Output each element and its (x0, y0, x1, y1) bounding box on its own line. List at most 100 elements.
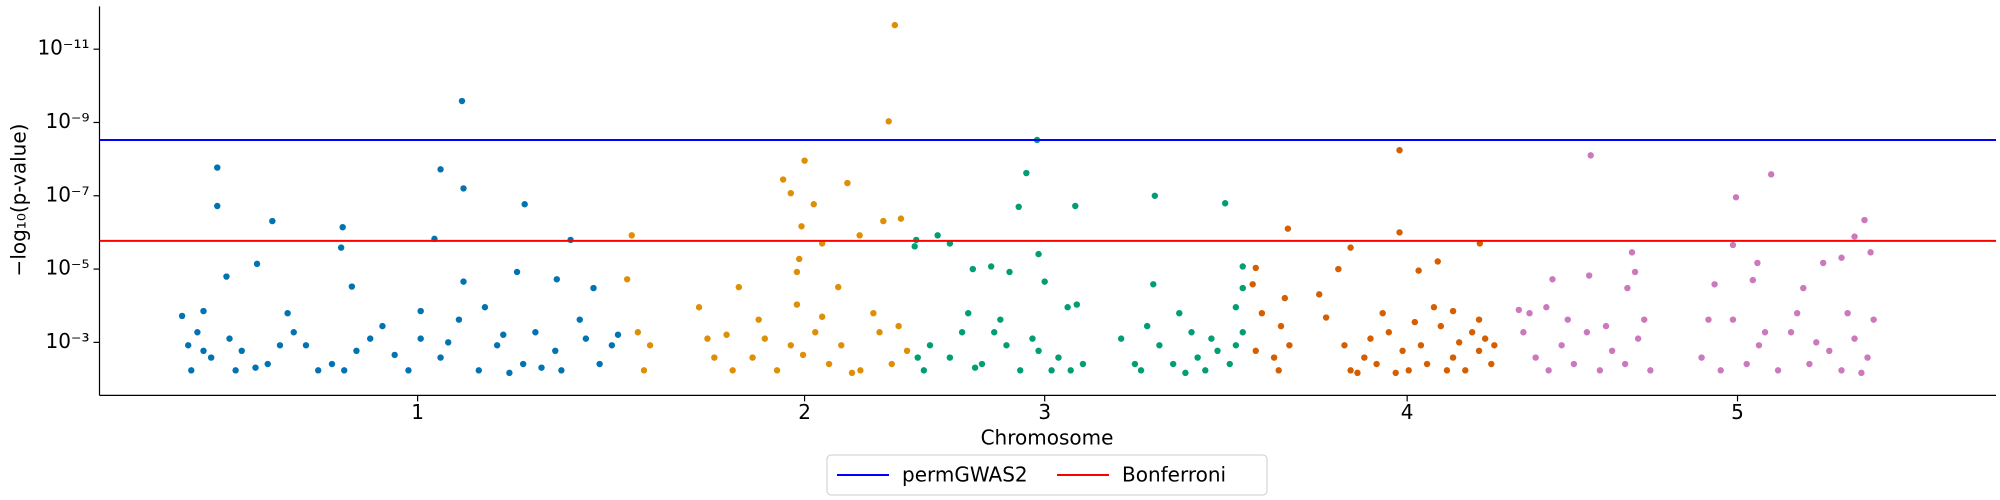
data-point (1221, 200, 1229, 207)
data-point (1870, 316, 1877, 323)
data-point (1437, 322, 1445, 330)
legend-box (826, 454, 1268, 496)
data-point (445, 339, 452, 346)
data-point (493, 342, 501, 349)
data-point (1239, 329, 1246, 336)
data-point (1729, 316, 1737, 323)
data-point (1286, 342, 1293, 349)
data-point (1417, 342, 1425, 349)
data-point (1631, 268, 1639, 276)
data-point (1698, 354, 1705, 361)
data-point (818, 313, 826, 320)
data-point (460, 185, 467, 192)
data-point (1806, 360, 1813, 368)
data-point (315, 367, 322, 374)
y-tick-label: 10⁻⁵ (45, 256, 89, 280)
data-point (1729, 241, 1737, 249)
data-point (253, 260, 261, 268)
data-point (1373, 360, 1380, 368)
data-point (880, 217, 887, 225)
data-point (194, 329, 201, 336)
data-point (284, 309, 291, 317)
data-point (1067, 367, 1074, 374)
data-point (787, 342, 795, 349)
data-point (1602, 322, 1610, 330)
data-point (1851, 335, 1858, 342)
data-point (1064, 304, 1071, 311)
data-point (926, 342, 934, 349)
data-point (214, 202, 221, 210)
data-point (1341, 342, 1348, 349)
data-point (1844, 309, 1851, 317)
data-point (519, 360, 527, 368)
data-point (1462, 367, 1469, 374)
data-point (1488, 360, 1495, 368)
data-point (711, 354, 718, 361)
data-point (1156, 342, 1163, 349)
data-point (1035, 347, 1042, 355)
data-point (920, 367, 928, 374)
data-point (200, 347, 207, 355)
data-point (1169, 360, 1177, 368)
data-point (1423, 360, 1431, 368)
data-point (1430, 304, 1438, 311)
data-point (1415, 267, 1422, 274)
data-point (1277, 322, 1285, 330)
data-point (417, 335, 424, 342)
data-point (458, 97, 466, 105)
data-point (405, 367, 412, 374)
data-point (1275, 367, 1282, 374)
data-point (337, 244, 345, 251)
data-point (1761, 329, 1769, 336)
data-point (188, 367, 195, 374)
data-point (1434, 258, 1441, 265)
data-point (755, 316, 762, 323)
data-point (1367, 335, 1374, 342)
data-point (848, 369, 856, 377)
data-point (1117, 335, 1125, 342)
data-point (991, 329, 998, 336)
data-point (857, 367, 864, 374)
data-point (946, 354, 954, 361)
data-point (1249, 281, 1256, 288)
data-point (729, 367, 736, 374)
data-point (885, 118, 892, 125)
data-point (1621, 360, 1629, 368)
legend-label: Bonferroni (1122, 463, 1226, 487)
data-point (1270, 354, 1278, 361)
x-tick-label: 1 (411, 400, 424, 424)
data-point (1564, 316, 1571, 323)
data-point (1072, 202, 1079, 210)
data-point (971, 364, 979, 371)
data-point (481, 304, 489, 311)
data-point (1624, 284, 1631, 292)
data-point (437, 354, 444, 361)
data-point (987, 263, 995, 270)
data-point (1137, 367, 1145, 374)
data-point (1284, 225, 1292, 232)
data-point (1361, 354, 1368, 361)
data-point (1354, 369, 1361, 377)
data-point (844, 179, 851, 187)
data-point (1475, 347, 1483, 355)
data-point (532, 329, 539, 336)
data-point (891, 21, 899, 29)
data-point (1214, 347, 1221, 355)
data-point (1558, 342, 1565, 349)
data-point (1347, 367, 1354, 374)
data-point (391, 351, 398, 359)
data-point (1455, 339, 1463, 346)
data-point (1281, 294, 1289, 302)
data-point (1239, 284, 1246, 292)
data-point (787, 189, 795, 197)
data-point (1749, 276, 1757, 284)
data-point (723, 331, 730, 338)
data-point (1543, 304, 1550, 311)
data-point (903, 347, 911, 355)
data-point (1491, 342, 1498, 349)
data-point (1861, 216, 1868, 224)
data-point (1570, 360, 1578, 368)
x-tick-label: 2 (798, 400, 811, 424)
data-point (876, 329, 883, 336)
